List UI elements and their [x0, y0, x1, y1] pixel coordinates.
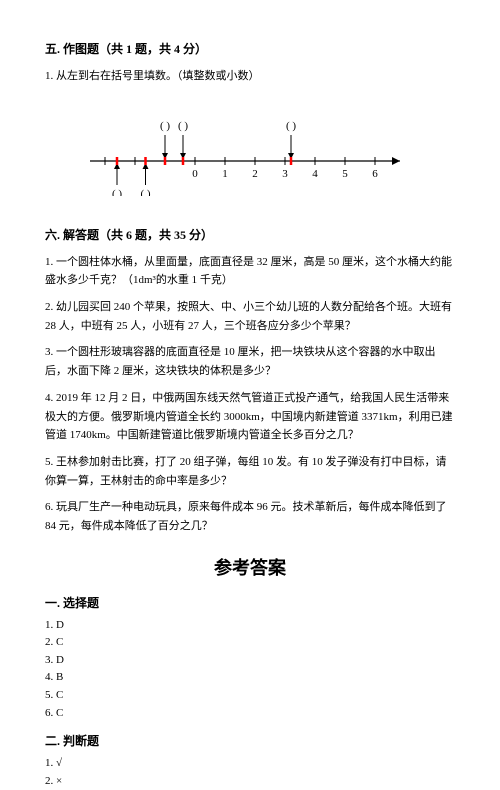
answer-2: 2. C [45, 634, 455, 652]
number-line-svg: 0 1 2 3 4 5 6 ( ) ( ) ( ) ( ) ( ) [80, 106, 420, 196]
svg-text:6: 6 [372, 168, 378, 180]
answer-b1: 1. √ [45, 755, 455, 773]
svg-text:( ): ( ) [178, 120, 188, 132]
section-6-q5: 5. 王林参加射击比赛，打了 20 组子弹，每组 10 发。有 10 发子弹没有… [45, 453, 455, 490]
answer-5: 5. C [45, 687, 455, 705]
answer-4: 4. B [45, 669, 455, 687]
svg-text:0: 0 [192, 168, 198, 180]
answers-section-2-title: 二. 判断题 [45, 732, 455, 749]
svg-text:( ): ( ) [286, 120, 296, 132]
svg-text:3: 3 [282, 168, 288, 180]
answer-1: 1. D [45, 617, 455, 635]
section-6-q4: 4. 2019 年 12 月 2 日，中俄两国东线天然气管道正式投产通气，给我国… [45, 389, 455, 445]
svg-text:2: 2 [252, 168, 258, 180]
section-6-q1: 1. 一个圆柱体水桶，从里面量，底面直径是 32 厘米，高是 50 厘米，这个水… [45, 253, 455, 290]
section-6-q6: 6. 玩具厂生产一种电动玩具，原来每件成本 96 元。技术革新后，每件成本降低到… [45, 498, 455, 535]
svg-text:5: 5 [342, 168, 348, 180]
section-5-q1: 1. 从左到右在括号里填数。（填整数或小数） [45, 67, 455, 86]
answer-6: 6. C [45, 705, 455, 723]
section-6-title: 六. 解答题（共 6 题，共 35 分） [45, 226, 455, 243]
number-line-figure: 0 1 2 3 4 5 6 ( ) ( ) ( ) ( ) ( ) [45, 106, 455, 196]
svg-text:( ): ( ) [140, 188, 150, 196]
section-5-title: 五. 作图题（共 1 题，共 4 分） [45, 40, 455, 57]
answers-title: 参考答案 [45, 554, 455, 580]
answer-b2: 2. × [45, 773, 455, 790]
answers-section-1-title: 一. 选择题 [45, 594, 455, 611]
section-6-q3: 3. 一个圆柱形玻璃容器的底面直径是 10 厘米，把一块铁块从这个容器的水中取出… [45, 343, 455, 380]
svg-text:1: 1 [222, 168, 228, 180]
section-6-q2: 2. 幼儿园买回 240 个苹果，按照大、中、小三个幼儿班的人数分配给各个班。大… [45, 298, 455, 335]
svg-text:( ): ( ) [112, 188, 122, 196]
svg-text:4: 4 [312, 168, 318, 180]
svg-text:( ): ( ) [160, 120, 170, 132]
answer-3: 3. D [45, 652, 455, 670]
